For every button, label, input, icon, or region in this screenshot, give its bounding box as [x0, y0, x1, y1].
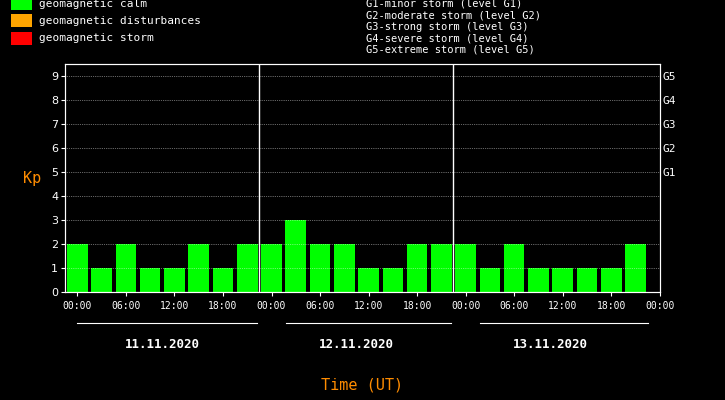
Bar — [212, 268, 233, 292]
Text: 12.11.2020: 12.11.2020 — [319, 338, 394, 350]
Bar — [11, 32, 32, 44]
Text: 11.11.2020: 11.11.2020 — [125, 338, 200, 350]
Bar — [576, 268, 597, 292]
Bar — [11, 14, 32, 27]
Text: G4-severe storm (level G4): G4-severe storm (level G4) — [366, 33, 529, 43]
Bar — [188, 244, 209, 292]
Bar — [455, 244, 476, 292]
Text: geomagnetic calm: geomagnetic calm — [38, 0, 146, 9]
Text: Time (UT): Time (UT) — [321, 377, 404, 392]
Bar — [164, 268, 185, 292]
Bar — [601, 268, 621, 292]
Text: geomagnetic storm: geomagnetic storm — [38, 33, 153, 43]
Bar — [140, 268, 160, 292]
Bar — [358, 268, 379, 292]
Text: 13.11.2020: 13.11.2020 — [513, 338, 588, 350]
Bar — [286, 220, 306, 292]
Bar — [115, 244, 136, 292]
Bar — [237, 244, 257, 292]
Bar — [91, 268, 112, 292]
Bar — [407, 244, 428, 292]
Text: G1-minor storm (level G1): G1-minor storm (level G1) — [366, 0, 522, 9]
Bar — [528, 268, 549, 292]
Bar — [431, 244, 452, 292]
Bar — [67, 244, 88, 292]
Y-axis label: Kp: Kp — [23, 170, 41, 186]
Bar — [479, 268, 500, 292]
Bar — [310, 244, 331, 292]
Bar — [334, 244, 355, 292]
Bar — [261, 244, 282, 292]
Bar — [504, 244, 524, 292]
Text: G2-moderate storm (level G2): G2-moderate storm (level G2) — [366, 10, 541, 20]
Bar — [552, 268, 573, 292]
Text: G5-extreme storm (level G5): G5-extreme storm (level G5) — [366, 45, 535, 55]
Text: G3-strong storm (level G3): G3-strong storm (level G3) — [366, 22, 529, 32]
Bar — [625, 244, 646, 292]
Bar — [11, 0, 32, 10]
Bar — [383, 268, 403, 292]
Text: geomagnetic disturbances: geomagnetic disturbances — [38, 16, 201, 26]
